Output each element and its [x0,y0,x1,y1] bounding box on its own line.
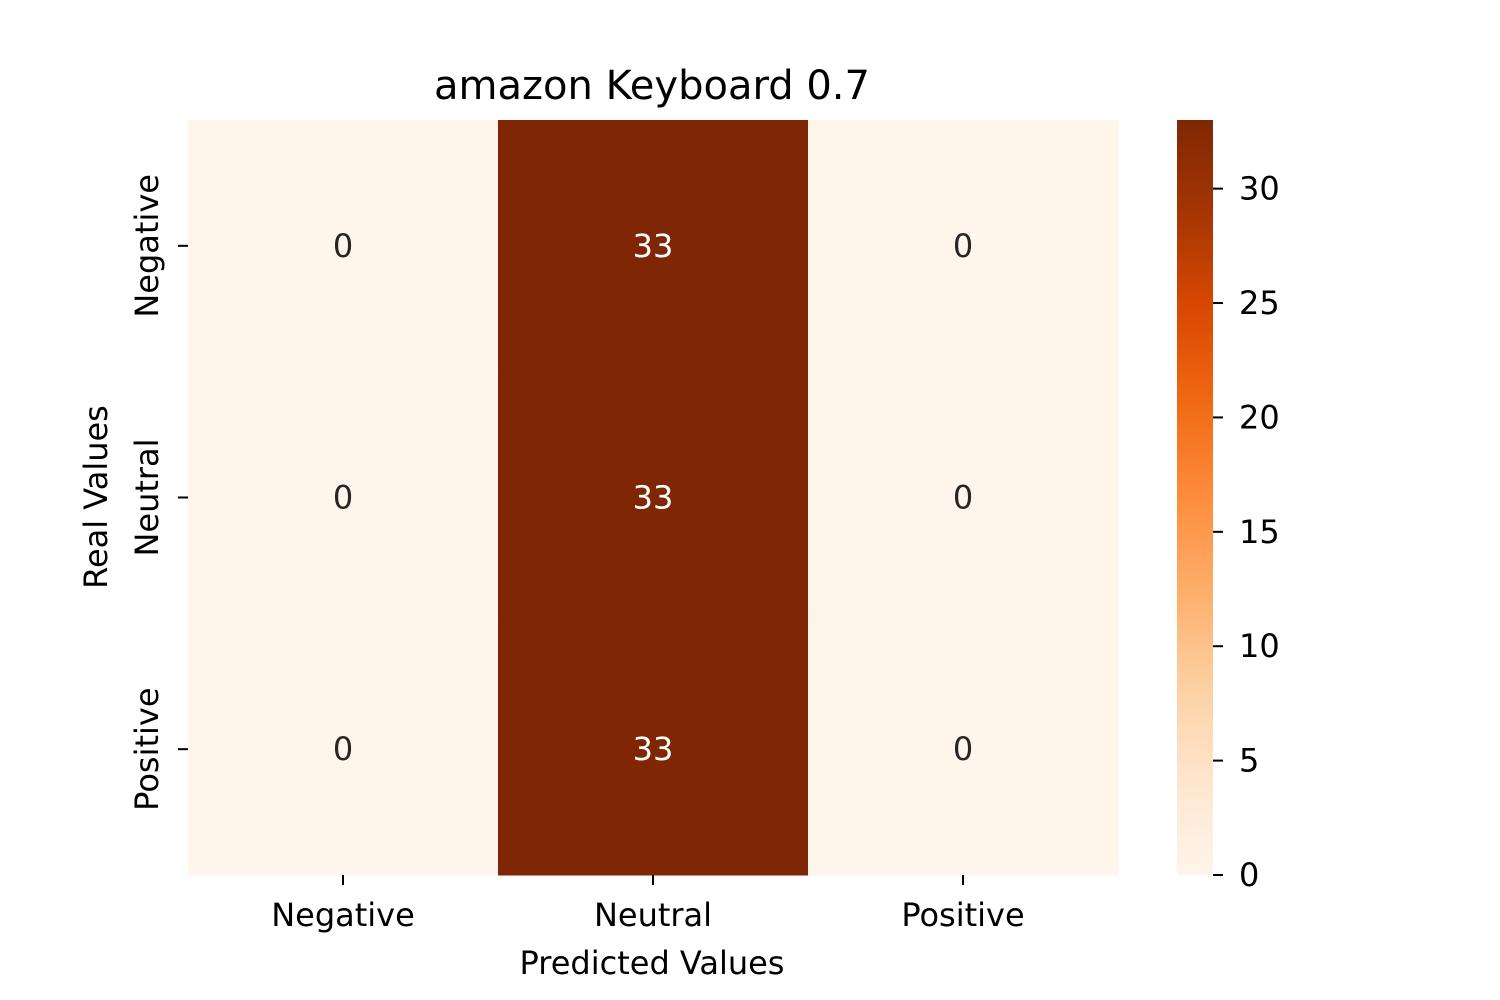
y-axis-ticks: Negative Neutral Positive [128,174,188,811]
colorbar-tick-label: 20 [1239,398,1280,436]
heatmap-cell-label: 0 [333,479,353,517]
colorbar-tick-label: 10 [1239,627,1280,665]
heatmap-cell-label: 0 [953,227,973,265]
heatmap-cell-label: 0 [333,227,353,265]
colorbar-tick-label: 25 [1239,284,1280,322]
chart-title: amazon Keyboard 0.7 [434,63,870,109]
heatmap-cells [188,120,1119,876]
y-tick-label: Negative [128,174,166,318]
heatmap-cell [498,371,809,624]
heatmap-cell [498,623,809,876]
heatmap-cell [808,371,1119,624]
heatmap-cell [808,120,1119,373]
x-tick-label: Positive [901,896,1024,934]
y-tick-label: Neutral [128,438,166,556]
heatmap-cell-label: 33 [633,479,674,517]
heatmap-cell-label: 33 [633,227,674,265]
heatmap-cell-labels: 0 33 0 0 33 0 0 33 0 [333,227,973,768]
heatmap-cell-label: 0 [953,479,973,517]
colorbar-tick-label: 30 [1239,170,1280,208]
y-axis-label: Real Values [77,405,115,589]
colorbar-tick-label: 5 [1239,742,1259,780]
heatmap-cell [808,623,1119,876]
colorbar-ticks: 0 5 10 15 20 25 30 [1213,170,1280,894]
colorbar-tick-label: 15 [1239,513,1280,551]
heatmap-cell-label: 0 [953,730,973,768]
colorbar [1177,120,1213,875]
x-tick-label: Negative [271,896,415,934]
colorbar-tick-label: 0 [1239,856,1259,894]
y-tick-label: Positive [128,687,166,810]
heatmap-cell [188,371,499,624]
heatmap-cell-label: 33 [633,730,674,768]
heatmap-cell [188,120,499,373]
x-axis-label: Predicted Values [520,944,785,982]
heatmap-cell [498,120,809,373]
heatmap-cell [188,623,499,876]
x-axis-ticks: Negative Neutral Positive [271,875,1025,934]
heatmap-cell-label: 0 [333,730,353,768]
x-tick-label: Neutral [594,896,712,934]
